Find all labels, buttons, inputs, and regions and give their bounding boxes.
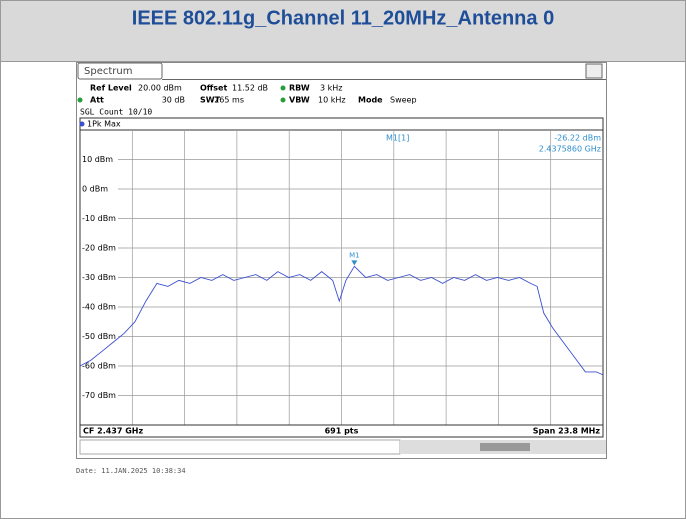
- marker-y-label: -26.22 dBm: [554, 134, 601, 143]
- footer-center: 691 pts: [325, 427, 359, 436]
- footer-right: Span 23.8 MHz: [533, 427, 601, 436]
- date: Date: 11.JAN.2025 10:38:34: [76, 467, 186, 475]
- status-dot: [280, 85, 286, 91]
- marker-label: M1[1]: [386, 134, 409, 143]
- legend-dot: [79, 121, 85, 127]
- y-tick-label: -20 dBm: [82, 244, 116, 253]
- param-value: 10 kHz: [318, 96, 346, 105]
- tab: [77, 62, 163, 80]
- icon: [585, 63, 603, 79]
- header-band: [0, 0, 686, 62]
- status-dot: [77, 97, 83, 103]
- marker-name: M1: [349, 251, 360, 259]
- param-label: Offset: [200, 84, 227, 93]
- param-value: 265 ms: [214, 96, 244, 105]
- param-label: Att: [90, 96, 104, 105]
- count: SGL Count 10/10: [80, 108, 152, 117]
- y-tick-label: 10 dBm: [82, 155, 113, 164]
- y-tick-label: -70 dBm: [82, 391, 116, 400]
- y-tick-label: 0 dBm: [82, 185, 108, 194]
- footer-left: CF 2.437 GHz: [83, 427, 143, 436]
- y-tick-label: -50 dBm: [82, 332, 116, 341]
- header-title: IEEE 802.11g_Channel 11_20MHz_Antenna 0: [132, 7, 554, 29]
- param-value: 11.52 dB: [232, 84, 268, 93]
- param-value: Sweep: [390, 96, 417, 105]
- y-tick-label: -40 dBm: [82, 303, 116, 312]
- param-label: Ref Level: [90, 84, 132, 93]
- y-tick-label: -60 dBm: [82, 362, 116, 371]
- param-label: SWT: [200, 96, 221, 105]
- marker-x-label: 2.4375860 GHz: [539, 145, 601, 154]
- tab-label: Spectrum: [84, 66, 132, 77]
- param-value: 30 dB: [162, 96, 185, 105]
- status-indicator: [480, 443, 530, 451]
- param-label: Mode: [358, 96, 383, 105]
- y-tick-label: -30 dBm: [82, 273, 116, 282]
- y-tick-label: -10 dBm: [82, 214, 116, 223]
- param-value: 3 kHz: [320, 84, 342, 93]
- footer-box: [79, 424, 604, 438]
- trace: [79, 265, 604, 376]
- param-label: VBW: [289, 96, 310, 105]
- marker: [351, 260, 358, 266]
- legend-label: 1Pk Max: [87, 120, 121, 129]
- param-label: RBW: [289, 84, 310, 93]
- status-bar: [79, 439, 401, 455]
- status-dot: [280, 97, 286, 103]
- param-value: 20.00 dBm: [138, 84, 182, 93]
